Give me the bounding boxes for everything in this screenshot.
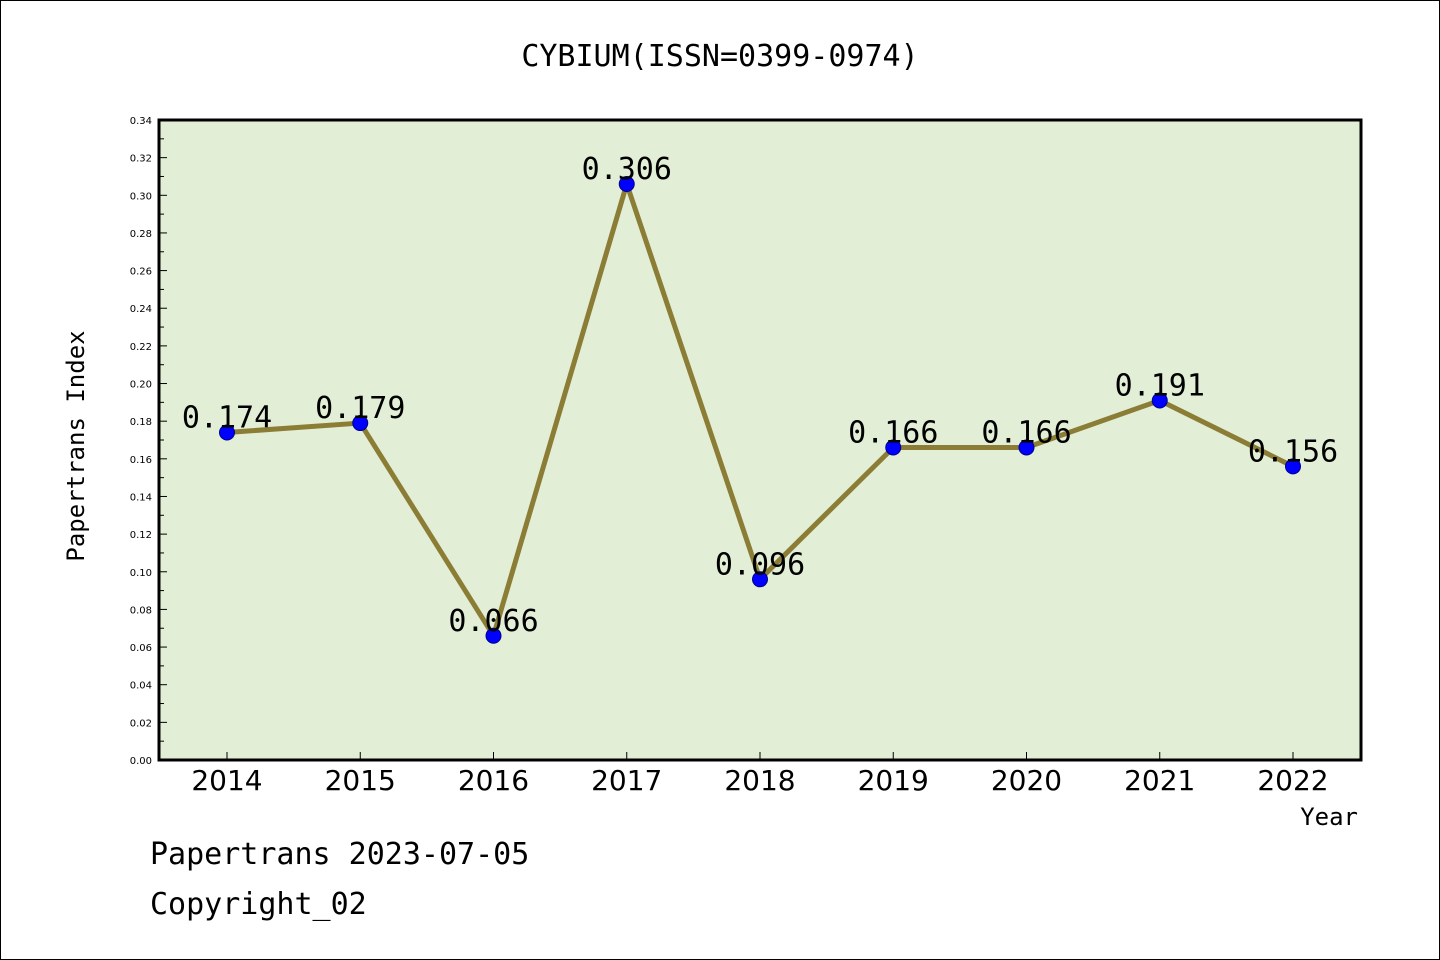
data-points: [219, 176, 1301, 644]
data-point: [1151, 392, 1168, 409]
data-label: 0.191: [1115, 368, 1205, 403]
y-tick-label: 0.24: [130, 304, 152, 315]
data-point: [485, 627, 502, 644]
y-tick-label: 0.32: [130, 154, 152, 165]
y-tick-label: 0.14: [130, 492, 152, 503]
y-tick-label: 0.26: [130, 267, 152, 278]
x-tick-label: 2014: [191, 764, 262, 797]
x-tick-label: 2021: [1124, 764, 1195, 797]
y-tick-label: 0.20: [130, 380, 152, 391]
data-labels: 0.174 0.179 0.066 0.306 0.096 0.166 0.166 0.191…: [182, 152, 1338, 639]
y-tick-label: 0.02: [130, 718, 152, 729]
data-point: [885, 439, 902, 456]
y-tick-label: 0.18: [130, 417, 152, 428]
x-tick-label: 2015: [325, 764, 396, 797]
footer-copyright: Copyright_02: [150, 887, 367, 922]
x-tick-label: 2019: [858, 764, 929, 797]
data-point: [618, 176, 635, 192]
x-tick-label: 2018: [724, 764, 795, 797]
y-axis-label: Papertrans Index: [62, 330, 90, 561]
x-axis-label: Year: [1300, 803, 1358, 831]
data-point: [352, 415, 369, 432]
plot-border: [157, 118, 1363, 762]
y-tick-label: 0.30: [130, 191, 152, 202]
data-label: 0.174: [182, 400, 272, 435]
data-label: 0.306: [582, 152, 672, 187]
y-tick-label: 0.10: [130, 568, 152, 579]
data-label: 0.066: [448, 604, 538, 639]
y-tick-label: 0.00: [130, 756, 152, 767]
data-point: [1018, 439, 1035, 456]
y-tick-label: 0.34: [130, 116, 152, 127]
y-tick-label: 0.22: [130, 342, 152, 353]
x-tick-label: 2020: [991, 764, 1062, 797]
data-label: 0.179: [315, 391, 405, 426]
x-tick-label: 2022: [1257, 764, 1328, 797]
x-tick-label: 2016: [458, 764, 529, 797]
x-tick-label: 2017: [591, 764, 662, 797]
chart-title: CYBIUM(ISSN=0399-0974): [521, 39, 918, 74]
y-tick-label: 0.08: [130, 605, 152, 616]
footer-date: Papertrans 2023-07-05: [150, 837, 529, 872]
y-axis-ticks: 0.00 0.02 0.04 0.06 0.08 0.10 0.12 0.14 0.16 0.18…: [130, 116, 167, 767]
y-tick-label: 0.06: [130, 643, 152, 654]
y-tick-label: 0.12: [130, 530, 152, 541]
data-point: [1285, 458, 1301, 475]
data-label: 0.166: [981, 416, 1071, 451]
data-label: 0.166: [848, 416, 938, 451]
data-point: [219, 424, 235, 441]
y-tick-label: 0.28: [130, 229, 152, 240]
plot-area: [159, 120, 1361, 760]
y-tick-label: 0.04: [130, 681, 152, 692]
data-label: 0.156: [1248, 434, 1338, 469]
data-label: 0.096: [715, 547, 805, 582]
data-point: [752, 571, 768, 588]
x-axis-ticks: 2014 2015 2016 2017 2018 2019 2020 2021 2022: [191, 752, 1329, 797]
y-tick-label: 0.16: [130, 455, 152, 466]
